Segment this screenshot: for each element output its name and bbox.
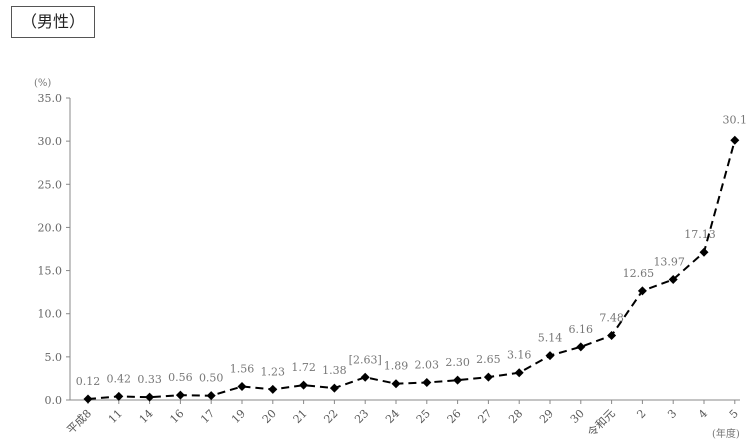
- data-point-marker: [360, 372, 370, 382]
- data-point-marker: [237, 382, 247, 392]
- x-tick-label: 22: [321, 407, 340, 426]
- data-point-marker: [607, 330, 617, 340]
- data-point-marker: [453, 375, 463, 385]
- data-label: 1.56: [230, 363, 255, 376]
- data-point-marker: [637, 286, 647, 296]
- data-point-marker: [206, 391, 216, 401]
- x-tick-label: 24: [383, 407, 402, 426]
- x-tick-label: 17: [198, 407, 217, 426]
- data-label: 2.03: [415, 358, 440, 371]
- data-label: 5.14: [538, 332, 563, 345]
- data-label: 0.50: [199, 372, 224, 385]
- data-label: 1.23: [261, 365, 286, 378]
- data-point-marker: [329, 383, 339, 393]
- data-label: 0.42: [107, 372, 132, 385]
- chart-title: （男性）: [11, 6, 95, 38]
- series-markers: [83, 135, 740, 404]
- y-tick-label: 20.0: [38, 221, 63, 234]
- x-tick-label: 19: [229, 407, 248, 426]
- x-tick-label: 3: [665, 407, 679, 421]
- x-tick-label: 29: [537, 407, 556, 426]
- data-label: 2.30: [445, 356, 470, 369]
- x-tick-label: 14: [137, 407, 156, 426]
- data-label: 30.1: [723, 113, 748, 126]
- data-point-marker: [545, 351, 555, 361]
- x-tick-label: 26: [445, 407, 464, 426]
- data-label: 3.16: [507, 349, 532, 362]
- y-tick-label: 10.0: [38, 308, 63, 321]
- y-tick-label: 0.0: [45, 394, 63, 407]
- data-point-marker: [114, 391, 124, 401]
- data-label: 7.48: [599, 311, 624, 324]
- data-label: [2.63]: [349, 353, 382, 366]
- y-tick-label: 25.0: [38, 178, 63, 191]
- data-label: 13.97: [653, 255, 685, 268]
- y-tick-label: 5.0: [45, 351, 63, 364]
- y-tick-label: 35.0: [38, 92, 63, 105]
- data-label: 2.65: [476, 353, 501, 366]
- data-label: 0.12: [76, 375, 101, 388]
- x-tick-label: 11: [106, 407, 125, 426]
- series-line: [87, 140, 736, 400]
- data-label: 1.38: [322, 364, 347, 377]
- y-tick-label: 15.0: [38, 265, 63, 278]
- x-tick-label: 令和元: [584, 406, 617, 439]
- x-tick-label: 30: [568, 407, 587, 426]
- x-tick-label: 20: [260, 407, 279, 426]
- data-point-marker: [730, 135, 740, 145]
- x-tick-label: 23: [352, 407, 371, 426]
- x-tick-label: 25: [414, 407, 433, 426]
- data-labels: 0.12 0.42 0.33 0.56 0.50 1.56 1.23 1.72 1.38[2.6…: [76, 113, 747, 388]
- data-label: 12.65: [623, 267, 655, 280]
- data-point-marker: [299, 380, 309, 390]
- data-label: 6.16: [569, 323, 594, 336]
- data-label: 1.72: [291, 361, 316, 374]
- x-axis-unit: (年度): [712, 427, 740, 440]
- data-label: 0.56: [168, 371, 193, 384]
- x-tick-label: 27: [475, 407, 494, 426]
- data-point-marker: [391, 379, 401, 389]
- x-tick-label: 5: [727, 407, 741, 421]
- data-point-marker: [483, 372, 493, 382]
- data-point-marker: [268, 384, 278, 394]
- data-label: 17.13: [684, 228, 716, 241]
- data-point-marker: [83, 394, 93, 404]
- data-point-marker: [422, 377, 432, 387]
- x-tick-label: 2: [634, 407, 648, 421]
- data-label: 0.33: [137, 373, 162, 386]
- x-tick-label: 4: [696, 407, 710, 421]
- x-tick-label: 21: [291, 407, 310, 426]
- x-tick-label: 平成8: [64, 407, 94, 437]
- y-axis-unit: (%): [34, 78, 51, 89]
- data-point-marker: [514, 368, 524, 378]
- x-tick-label: 28: [506, 407, 525, 426]
- y-tick-label: 30.0: [38, 135, 63, 148]
- data-point-marker: [145, 392, 155, 402]
- data-point-marker: [175, 390, 185, 400]
- data-point-marker: [699, 247, 709, 257]
- data-point-marker: [668, 274, 678, 284]
- y-ticks: 0.0 5.0 10.0 15.0 20.0 25.0 30.0 35.0: [38, 92, 70, 407]
- data-label: 1.89: [384, 360, 409, 373]
- x-tick-label: 16: [167, 407, 186, 426]
- data-point-marker: [576, 342, 586, 352]
